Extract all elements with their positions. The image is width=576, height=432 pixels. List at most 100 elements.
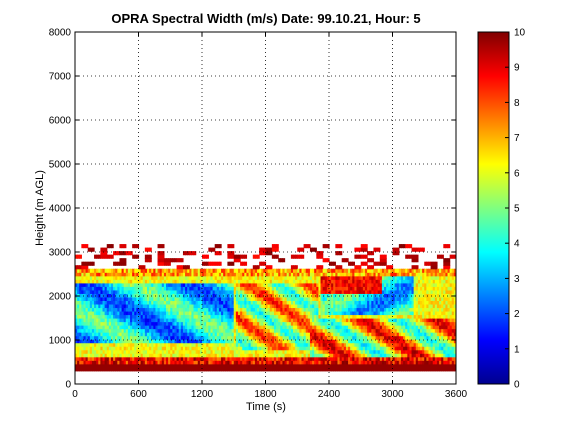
heatmap-cell [100, 303, 104, 309]
heatmap-cell [218, 286, 222, 291]
heatmap-cell [197, 363, 201, 368]
heatmap-cell [362, 328, 366, 333]
heatmap-cell [250, 367, 254, 372]
heatmap-cell [136, 300, 140, 305]
heatmap-cell [172, 314, 176, 319]
heatmap-cell [303, 275, 307, 280]
heatmap-cell [288, 353, 292, 358]
heatmap-cell [403, 275, 406, 280]
heatmap-cell [379, 360, 383, 365]
heatmap-cell [117, 279, 121, 284]
heatmap-cell [282, 335, 286, 340]
heatmap-cell [149, 247, 152, 252]
heatmap-cell [212, 289, 216, 294]
heatmap-cell [295, 296, 298, 301]
heatmap-cell [83, 265, 87, 270]
heatmap-cell [350, 268, 353, 273]
heatmap-cell [81, 286, 85, 291]
heatmap-cell [202, 310, 205, 316]
heatmap-cell [333, 349, 336, 354]
heatmap-cell [350, 328, 353, 333]
heatmap-cell [225, 296, 228, 301]
heatmap-cell [248, 321, 252, 326]
heatmap-cell [282, 360, 286, 365]
heatmap-cell [248, 349, 252, 354]
heatmap-cell [309, 332, 313, 337]
heatmap-cell [208, 342, 212, 347]
heatmap-cell [125, 325, 129, 330]
heatmap-cell [81, 275, 85, 280]
heatmap-cell [278, 282, 281, 287]
heatmap-cell [163, 275, 167, 280]
heatmap-cell [273, 247, 277, 252]
heatmap-cell [121, 318, 125, 323]
heatmap-cell [375, 289, 379, 294]
heatmap-cell [254, 275, 258, 280]
heatmap-cell [149, 307, 152, 312]
heatmap-cell [244, 272, 248, 277]
heatmap-cell [237, 339, 241, 344]
heatmap-cell [214, 332, 218, 337]
heatmap-cell [136, 289, 140, 294]
heatmap-cell [250, 342, 254, 347]
heatmap-cell [398, 325, 402, 330]
heatmap-cell [394, 310, 398, 316]
heatmap-cell [367, 275, 370, 280]
heatmap-cell [195, 353, 199, 358]
heatmap-cell [316, 275, 320, 280]
heatmap-cell [288, 282, 292, 287]
heatmap-cell [185, 332, 188, 337]
heatmap-cell [267, 268, 271, 273]
heatmap-cell [362, 349, 366, 354]
heatmap-cell [127, 356, 131, 361]
heatmap-cell [242, 261, 245, 266]
heatmap-cell [144, 293, 148, 298]
heatmap-cell [415, 360, 419, 365]
heatmap-cell [108, 293, 112, 298]
heatmap-cell [231, 303, 235, 309]
heatmap-cell [348, 314, 351, 319]
heatmap-cell [115, 275, 118, 280]
heatmap-cell [225, 272, 228, 277]
heatmap-cell [333, 363, 336, 368]
heatmap-cell [182, 303, 186, 309]
heatmap-cell [159, 286, 163, 291]
heatmap-cell [293, 303, 296, 309]
heatmap-cell [350, 321, 353, 326]
heatmap-cell [362, 261, 366, 266]
heatmap-cell [132, 342, 135, 347]
heatmap-cell [271, 272, 275, 277]
heatmap-cell [362, 296, 366, 301]
heatmap-cell [187, 310, 190, 316]
heatmap-cell [108, 363, 112, 368]
heatmap-cell [221, 363, 224, 368]
heatmap-cell [337, 265, 341, 270]
heatmap-cell [83, 325, 87, 330]
heatmap-cell [210, 318, 214, 323]
heatmap-cell [206, 310, 209, 316]
heatmap-cell [115, 261, 118, 266]
heatmap-cell [320, 272, 324, 277]
heatmap-cell [83, 321, 87, 326]
heatmap-cell [259, 314, 262, 319]
heatmap-cell [381, 346, 385, 351]
heatmap-cell [210, 272, 214, 277]
heatmap-cell [398, 339, 402, 344]
heatmap-cell [269, 332, 273, 337]
heatmap-cell [87, 346, 91, 351]
heatmap-cell [153, 296, 157, 301]
heatmap-cell [335, 300, 339, 305]
heatmap-cell [180, 318, 184, 323]
heatmap-cell [398, 360, 402, 365]
heatmap-cell [104, 346, 108, 351]
heatmap-cell [163, 342, 167, 347]
heatmap-cell [312, 303, 315, 309]
heatmap-cell [297, 363, 300, 368]
heatmap-cell [343, 360, 347, 365]
heatmap-cell [199, 286, 203, 291]
heatmap-cell [252, 335, 256, 340]
heatmap-cell [352, 363, 355, 368]
heatmap-cell [125, 289, 129, 294]
heatmap-cell [206, 279, 209, 284]
